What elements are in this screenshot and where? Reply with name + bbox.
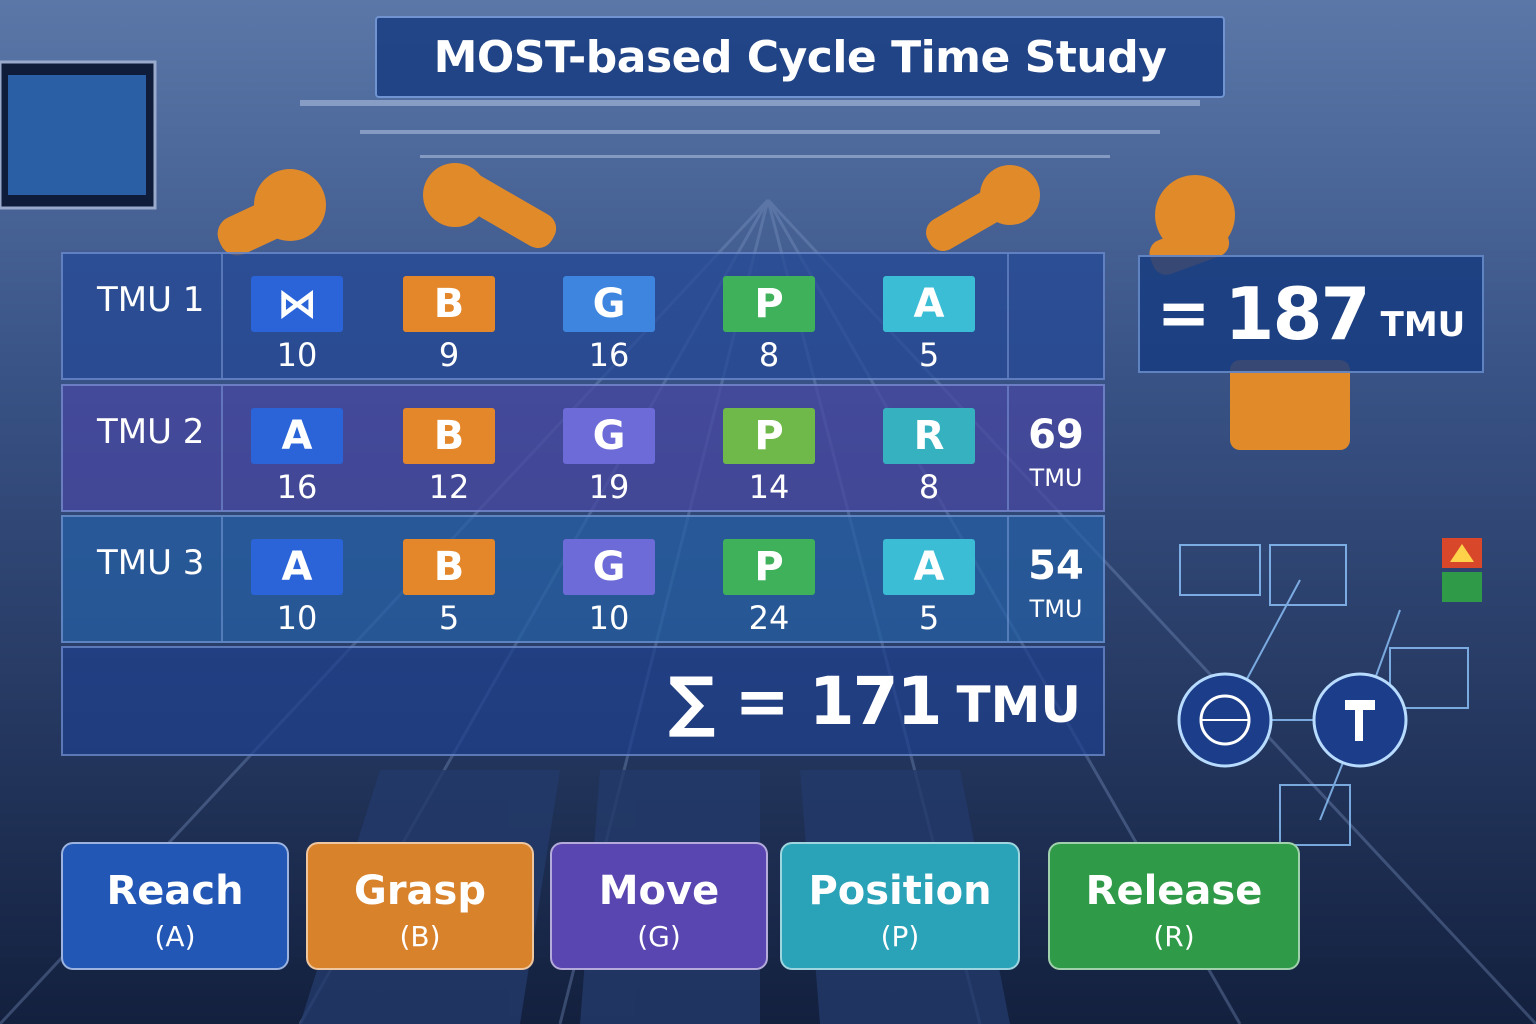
step-code-tile: G [563, 539, 655, 595]
sum-box: ∑ = 171 TMU [61, 646, 1105, 756]
step-value: 5 [918, 336, 940, 374]
tmu-row-3: TMU 3 A 10 B 5 G 10 P 24 A 5 54 TMU [61, 515, 1105, 643]
step-code-tile: A [251, 408, 343, 464]
step-value: 10 [276, 599, 318, 637]
row-total-value: 69 [1028, 412, 1084, 458]
step-code-tile: B [403, 408, 495, 464]
step-cell: ⋈ 10 [251, 276, 343, 374]
step-cell: G 19 [563, 408, 655, 506]
legend-name: Position [808, 868, 992, 914]
step-code-tile: A [251, 539, 343, 595]
overall-total-box: = 187 TMU [1138, 255, 1484, 373]
step-cell: A 5 [883, 539, 975, 637]
tmu-row-1: TMU 1 ⋈ 10 B 9 G 16 P 8 A 5 [61, 252, 1105, 380]
overall-total-value: 187 [1224, 272, 1370, 356]
step-cell: P 8 [723, 276, 815, 374]
tmu-row-2: TMU 2 A 16 B 12 G 19 P 14 R 8 69 TMU [61, 384, 1105, 512]
step-cell: A 10 [251, 539, 343, 637]
step-cell: A 16 [251, 408, 343, 506]
tools-icon [1312, 672, 1408, 768]
row-total: 54 TMU [1007, 517, 1103, 641]
step-code-tile: P [723, 276, 815, 332]
legend-code: (P) [880, 920, 920, 953]
step-cell: P 14 [723, 408, 815, 506]
step-code-tile: B [403, 539, 495, 595]
legend-name: Move [598, 868, 720, 914]
row-label: TMU 1 [63, 254, 223, 378]
legend-release: Release (R) [1048, 842, 1300, 970]
step-value: 9 [438, 336, 460, 374]
step-code-tile: P [723, 539, 815, 595]
legend-position: Position (P) [780, 842, 1020, 970]
step-value: 8 [918, 468, 940, 506]
step-value: 24 [748, 599, 790, 637]
step-code-tile: A [883, 539, 975, 595]
legend-code: (R) [1153, 920, 1195, 953]
step-cell: G 16 [563, 276, 655, 374]
step-code-tile: A [883, 276, 975, 332]
legend-code: (A) [154, 920, 196, 953]
sum-unit: TMU [956, 676, 1081, 734]
row-total-unit: TMU [1029, 595, 1083, 623]
step-value: 14 [748, 468, 790, 506]
legend-grasp: Grasp (B) [306, 842, 534, 970]
step-value: 10 [276, 336, 318, 374]
step-cell: P 24 [723, 539, 815, 637]
step-cell: A 5 [883, 276, 975, 374]
legend-code: (G) [637, 920, 681, 953]
row-label: TMU 2 [63, 386, 223, 510]
page-title: MOST-based Cycle Time Study [375, 16, 1225, 98]
row-label: TMU 3 [63, 517, 223, 641]
step-cell: B 5 [403, 539, 495, 637]
step-cell: R 8 [883, 408, 975, 506]
legend-move: Move (G) [550, 842, 768, 970]
step-value: 10 [588, 599, 630, 637]
step-cell: G 10 [563, 539, 655, 637]
step-code-tile: R [883, 408, 975, 464]
step-value: 12 [428, 468, 470, 506]
legend-code: (B) [399, 920, 441, 953]
equals-sign: = [1156, 277, 1211, 351]
globe-icon [1177, 672, 1273, 768]
row-total: 69 TMU [1007, 386, 1103, 510]
robot-arm-icon [217, 163, 1350, 450]
step-value: 16 [276, 468, 318, 506]
step-value: 5 [918, 599, 940, 637]
step-value: 5 [438, 599, 460, 637]
step-value: 16 [588, 336, 630, 374]
row-total-unit: TMU [1029, 464, 1083, 492]
step-code-tile: G [563, 408, 655, 464]
legend-name: Grasp [354, 868, 486, 914]
warning-icon [1442, 538, 1482, 602]
step-cell: B 9 [403, 276, 495, 374]
step-value: 19 [588, 468, 630, 506]
row-total-value: 54 [1028, 543, 1084, 589]
step-code-tile: B [403, 276, 495, 332]
legend-name: Release [1085, 868, 1263, 914]
step-code-tile: ⋈ [251, 276, 343, 332]
sum-value: ∑ = 171 [668, 662, 942, 740]
step-code-tile: G [563, 276, 655, 332]
step-cell: B 12 [403, 408, 495, 506]
legend-reach: Reach (A) [61, 842, 289, 970]
legend-name: Reach [106, 868, 244, 914]
row-total [1007, 254, 1103, 378]
step-value: 8 [758, 336, 780, 374]
step-code-tile: P [723, 408, 815, 464]
overall-total-unit: TMU [1380, 305, 1466, 345]
monitor-icon [0, 60, 157, 210]
